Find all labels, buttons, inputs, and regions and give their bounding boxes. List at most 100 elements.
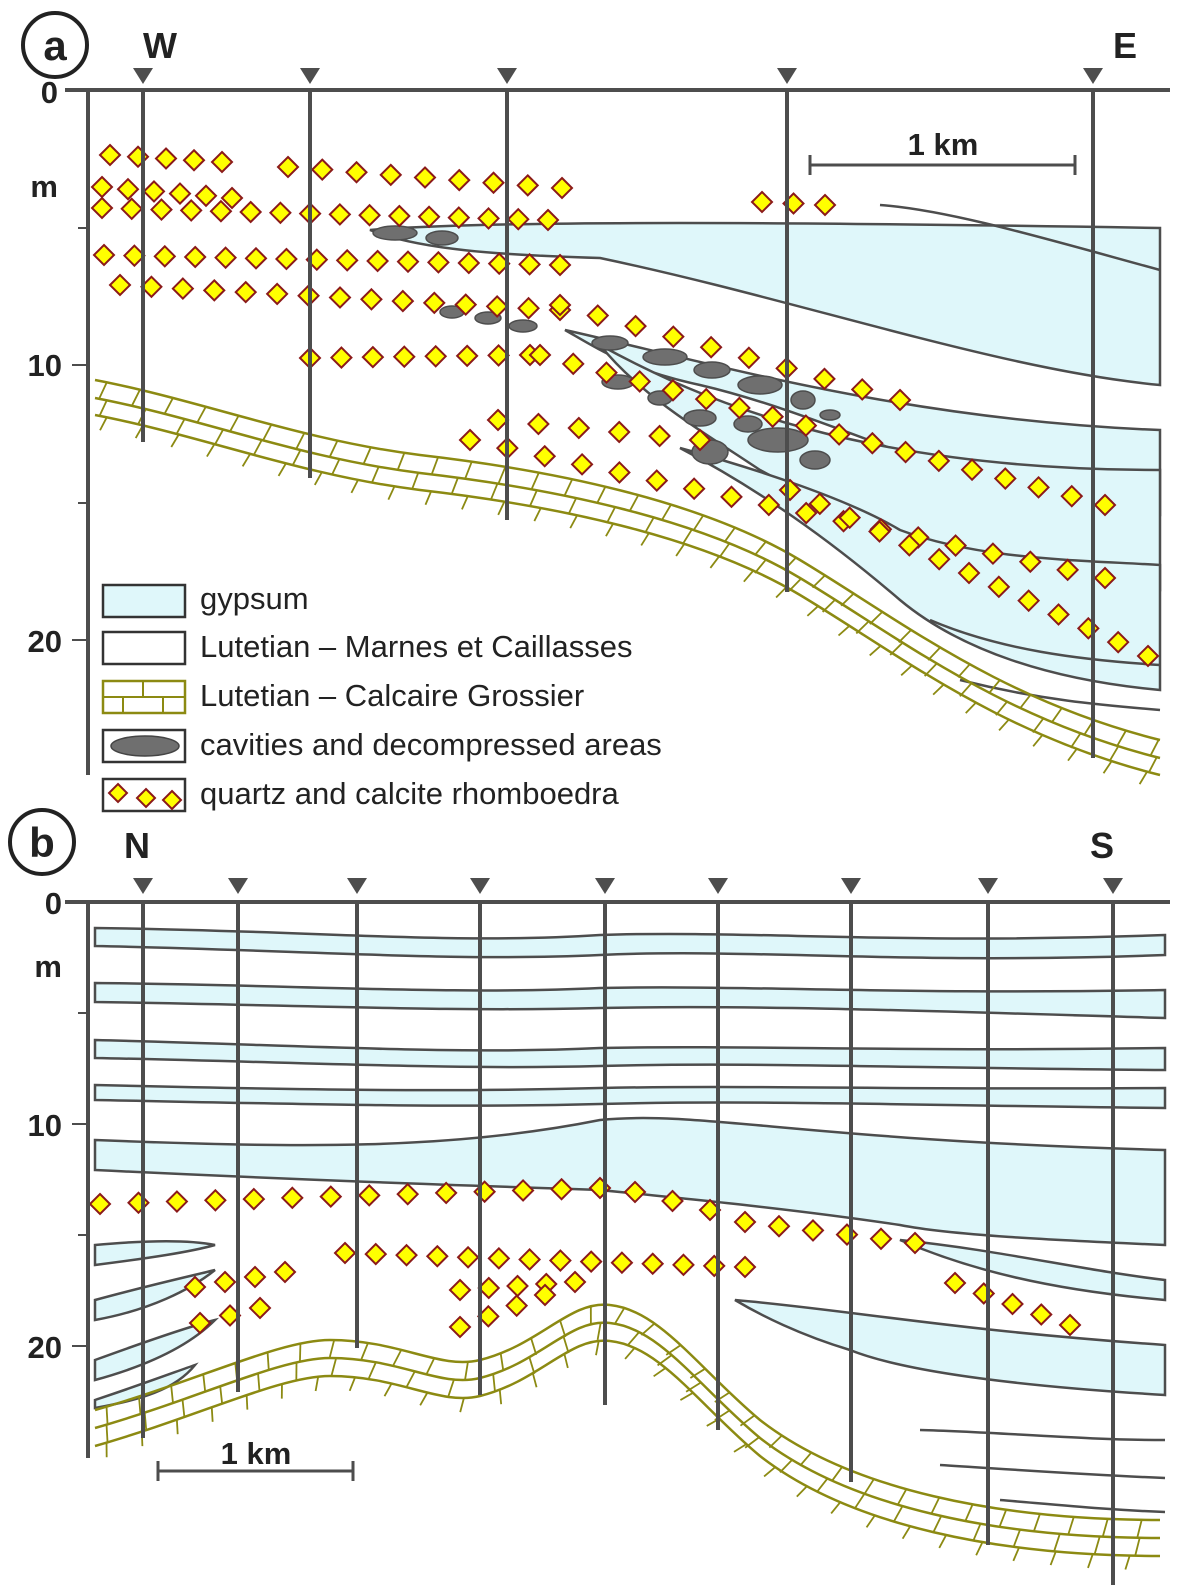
rhomb-marker (455, 344, 479, 368)
rhomb-marker (213, 1270, 237, 1294)
rhomb-marker (182, 148, 206, 172)
rhomb-marker (360, 287, 383, 311)
rhomb-marker (586, 304, 610, 327)
panel-b-right-direction: S (1090, 825, 1114, 866)
panel-a-right-direction: E (1113, 25, 1137, 66)
gypsum-lens-b12 (919, 1428, 1166, 1442)
rhomb-marker (624, 314, 647, 338)
gypsum-lens-b14 (999, 1498, 1166, 1514)
legend-rhomb-markers (107, 782, 183, 811)
rhomb-marker (1106, 630, 1130, 654)
panel-b-scale-label: 1 km (221, 1436, 292, 1471)
panel-b-frame (65, 900, 1170, 1458)
gypsum-lens-b6 (93, 1240, 216, 1267)
calcaire-a-top (94, 378, 1161, 742)
rhomb-marker (447, 168, 471, 192)
rhomb-marker (357, 1183, 381, 1207)
rhomb-marker (517, 296, 540, 320)
rhomb-marker (116, 177, 140, 201)
rhomb-marker (361, 345, 385, 369)
legend-swatch-calcaire (101, 679, 187, 715)
rhomb-marker (570, 452, 594, 476)
legend-label-calcaire: Lutetian – Calcaire Grossier (200, 678, 584, 713)
rhomb-marker (579, 1250, 603, 1274)
cavity (799, 450, 831, 470)
rhomb-marker (244, 246, 268, 270)
rhomb-marker (972, 1282, 996, 1305)
rhomb-marker (179, 198, 203, 222)
rhomb-marker (153, 244, 177, 268)
rhomb-marker (183, 1275, 207, 1299)
borehole-arrow (978, 878, 998, 894)
cavity (372, 225, 418, 241)
rhomb-marker (869, 1227, 893, 1251)
gypsum-lens-a5 (879, 203, 1161, 272)
rhomb-marker (808, 492, 832, 516)
rhomb-marker (943, 1271, 967, 1295)
rhomb-marker (702, 1254, 726, 1278)
panel-b-depth-unit: m (34, 949, 62, 984)
panel-a-rhomboedra (90, 143, 1160, 668)
rhomb-marker (960, 458, 984, 482)
rhomb-marker (379, 163, 403, 187)
rhomb-marker (607, 420, 631, 444)
rhomb-marker (485, 295, 509, 318)
rhomb-marker (413, 166, 437, 189)
borehole-arrow (595, 878, 615, 894)
rhomb-marker (161, 789, 183, 811)
rhomb-marker (1001, 1292, 1024, 1316)
rhomb-marker (426, 250, 450, 274)
rhomb-marker (733, 1210, 757, 1234)
rhomb-marker (641, 1252, 665, 1276)
rhomb-marker (699, 335, 723, 359)
rhomb-marker (142, 179, 166, 203)
rhomb-marker (511, 1179, 535, 1202)
rhomb-marker (150, 198, 173, 222)
rhomb-marker (248, 1296, 272, 1320)
rhomb-marker (682, 477, 706, 501)
rhomb-marker (434, 1181, 458, 1205)
rhomb-marker (518, 1248, 542, 1271)
panel-b-calcaire (94, 1303, 1161, 1570)
rhomb-marker (661, 325, 685, 349)
borehole-arrow (1083, 68, 1103, 84)
borehole-arrow (777, 68, 797, 84)
rhomb-marker (661, 1189, 684, 1213)
rhomb-marker (328, 202, 352, 226)
rhomb-marker (203, 1188, 227, 1212)
panel-a-letter-circle (21, 11, 89, 79)
rhomb-marker (396, 250, 420, 274)
rhomb-marker (563, 1270, 587, 1294)
borehole-arrow (1103, 878, 1123, 894)
rhomb-marker (92, 243, 116, 267)
panel-b-depth-20: 20 (28, 1330, 62, 1365)
rhomb-marker (1136, 644, 1160, 668)
cavity (508, 319, 538, 333)
rhomb-marker (1018, 550, 1042, 574)
rhomb-marker (234, 280, 258, 304)
rhomb-marker (242, 1187, 266, 1211)
legend-swatch-cavities (101, 728, 187, 764)
rhomb-marker (1058, 1313, 1082, 1337)
rhomb-marker (1093, 493, 1117, 517)
rhomb-marker (425, 1244, 449, 1268)
panel-a-frame (65, 88, 1170, 775)
panel-a-depth-unit: m (30, 169, 58, 204)
rhomb-marker (1029, 1303, 1053, 1326)
panel-b-scale-bar (156, 1461, 355, 1481)
rhomb-marker (456, 1245, 480, 1269)
rhomb-marker (333, 1241, 357, 1265)
rhomb-marker (838, 506, 862, 530)
rhomb-marker (927, 449, 951, 473)
rhomb-marker (903, 1231, 927, 1255)
rhomb-marker (720, 485, 743, 509)
rhomb-marker (391, 289, 415, 313)
rhomb-marker (827, 422, 851, 446)
rhomb-marker (645, 469, 669, 493)
borehole-arrow (133, 68, 153, 84)
rhomb-marker (981, 542, 1005, 566)
rhomb-marker (268, 201, 292, 225)
panel-a-boreholes (133, 68, 1103, 758)
rhomb-marker (813, 193, 837, 217)
rhomb-marker (1093, 566, 1117, 590)
